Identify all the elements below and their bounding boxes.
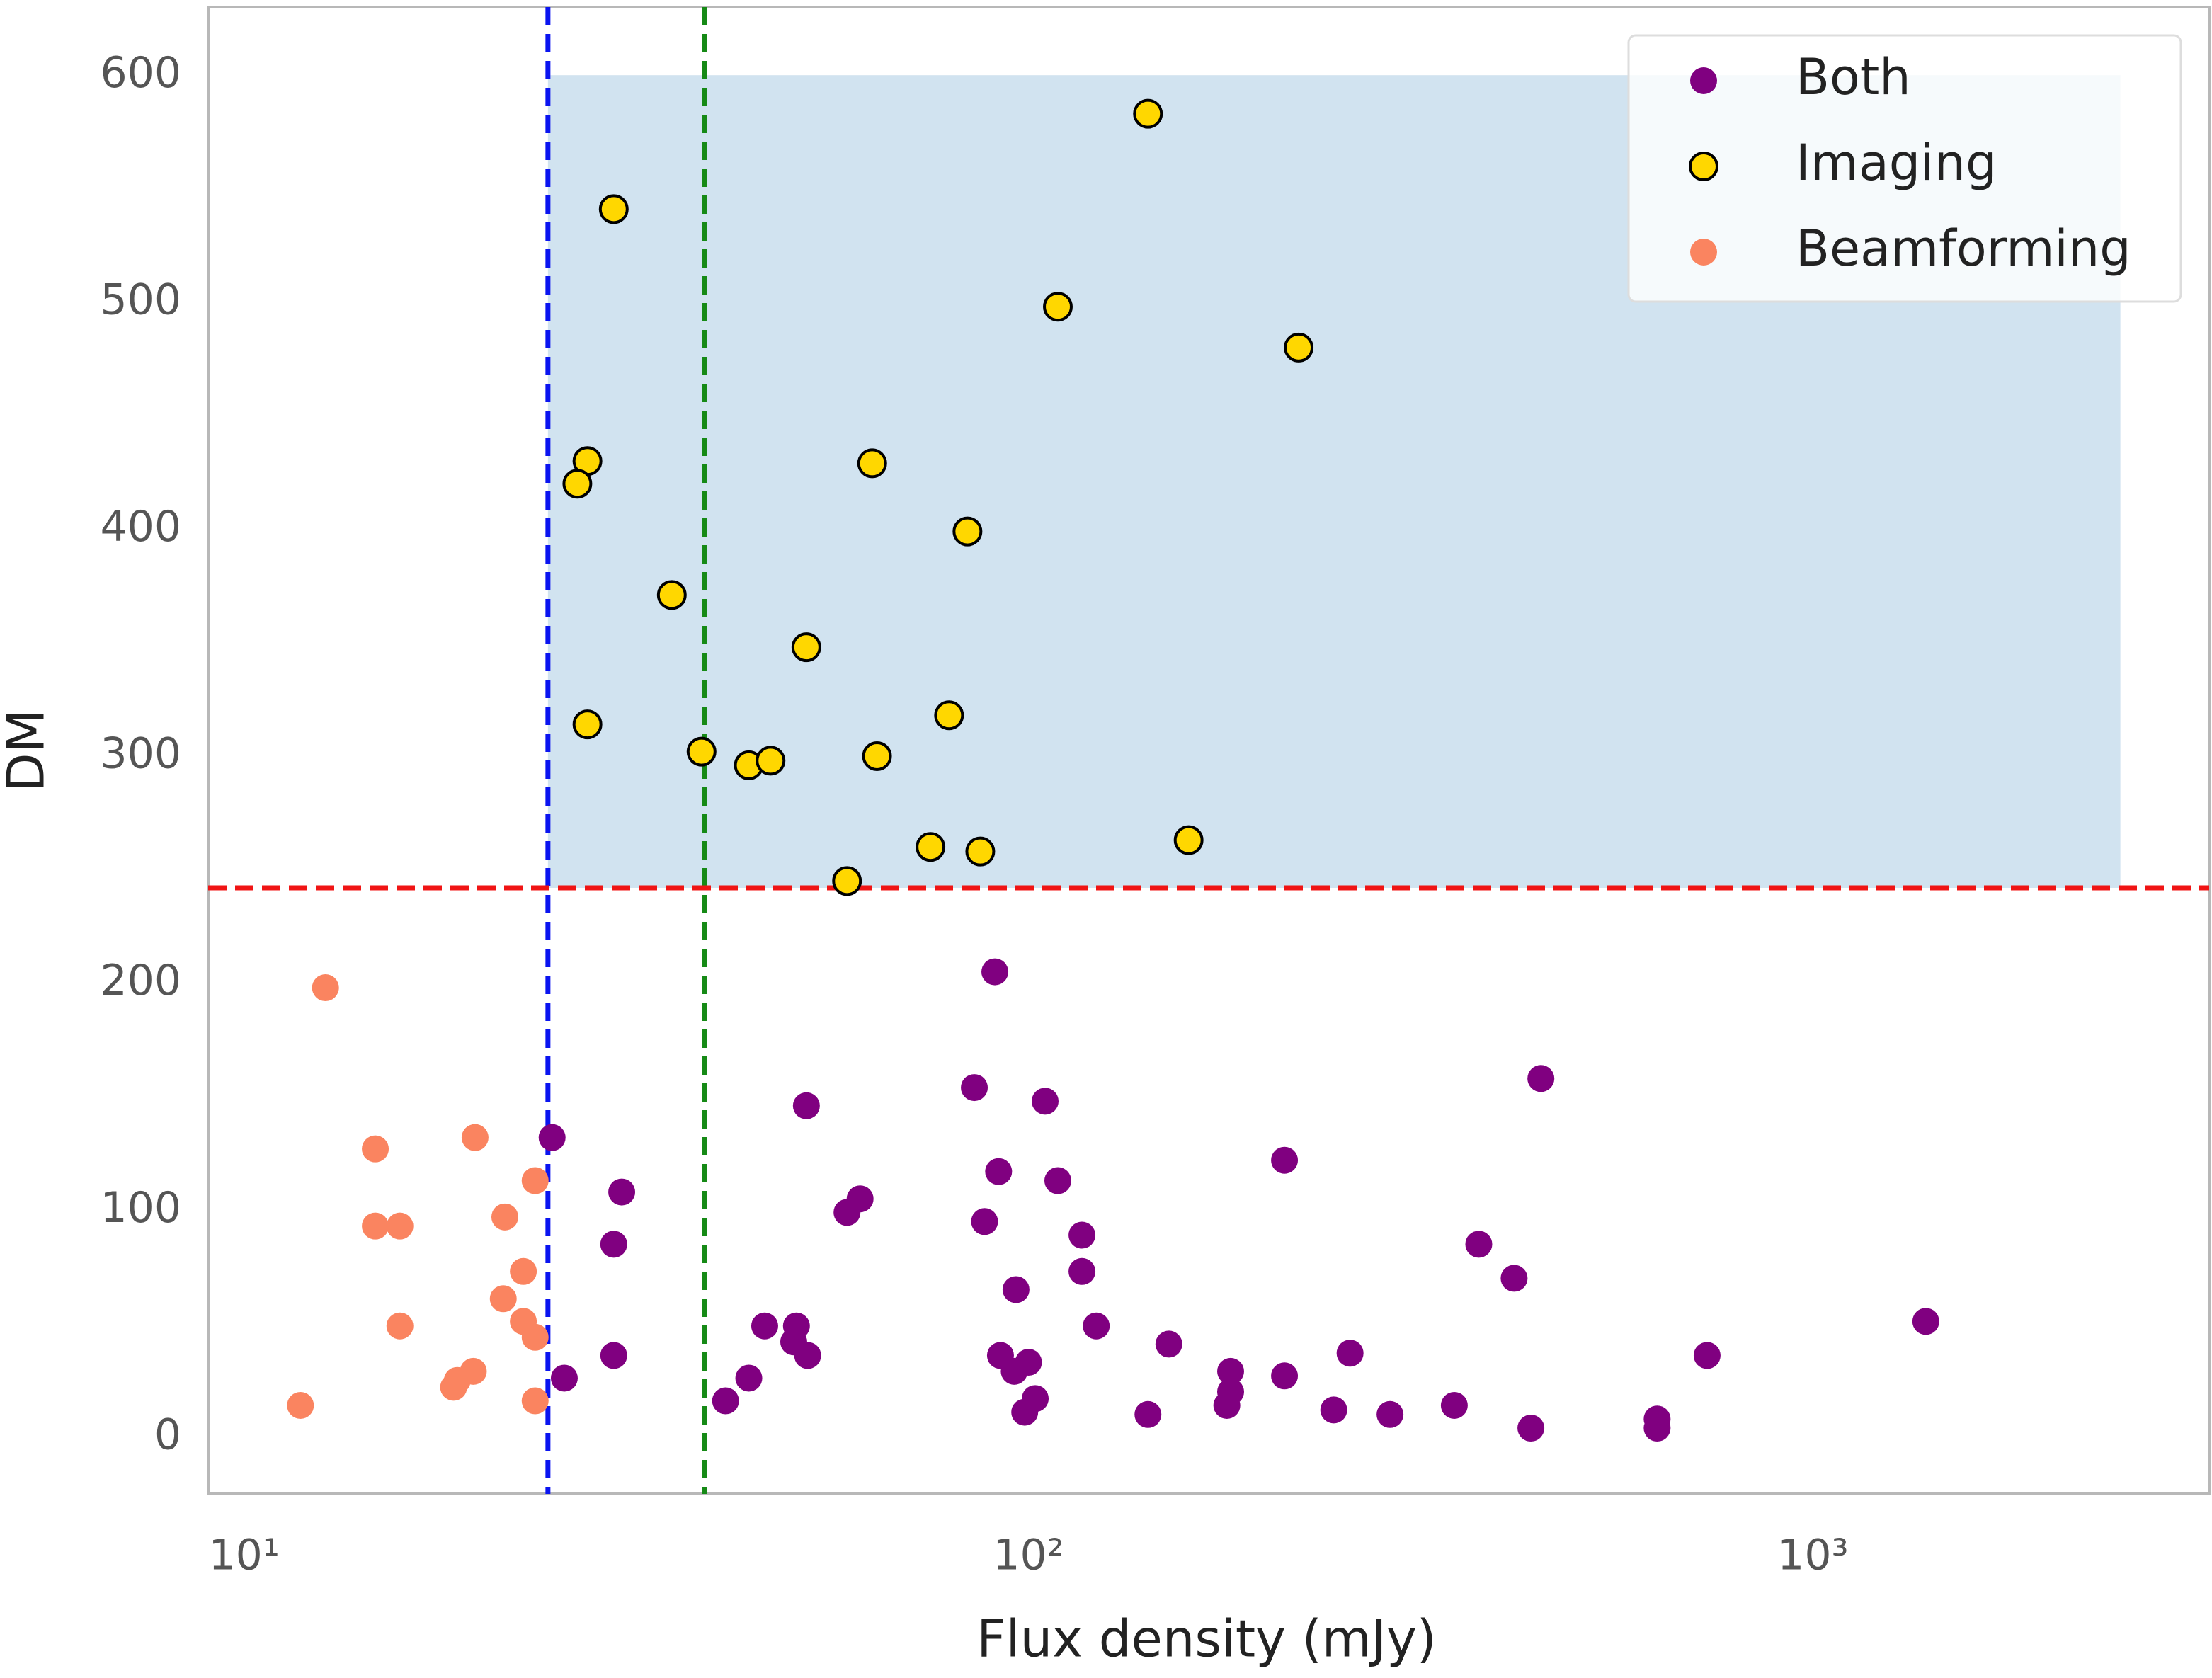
data-point (521, 1323, 549, 1351)
data-point (521, 1167, 549, 1194)
legend: Both Imaging Beamforming (1627, 34, 2182, 303)
data-point (985, 1158, 1013, 1185)
data-point (362, 1135, 389, 1163)
data-point (562, 469, 593, 499)
data-point (1271, 1362, 1299, 1390)
data-point (1068, 1221, 1096, 1249)
data-point (656, 580, 687, 610)
x-axis-label: Flux density (mJy) (976, 1609, 1437, 1669)
y-tick-label: 100 (100, 1183, 181, 1233)
data-point (1173, 825, 1204, 855)
data-point (712, 1387, 739, 1415)
data-point (550, 1364, 578, 1392)
data-point (1527, 1065, 1555, 1092)
data-point (916, 832, 946, 862)
data-point (971, 1208, 998, 1235)
data-point (756, 746, 786, 776)
x-tick-label: 10¹ (208, 1531, 279, 1580)
data-point (1643, 1415, 1671, 1442)
data-point (1155, 1330, 1182, 1358)
x-tick-label: 10³ (1777, 1531, 1848, 1580)
data-point (1032, 1088, 1059, 1115)
data-point (1517, 1415, 1545, 1442)
data-point (1376, 1400, 1404, 1428)
data-point (1002, 1276, 1030, 1303)
data-point (362, 1212, 389, 1240)
y-tick-label: 0 (154, 1410, 181, 1459)
data-point (981, 958, 1009, 986)
legend-marker (1689, 152, 1718, 181)
data-point (461, 1124, 489, 1151)
data-point (686, 736, 717, 767)
data-point (791, 632, 821, 663)
y-tick-label: 300 (100, 729, 181, 779)
data-point (312, 974, 339, 1002)
data-point (832, 866, 862, 896)
legend-label: Both (1796, 48, 1911, 106)
plot-frame (207, 6, 2211, 1495)
data-point (1213, 1391, 1241, 1419)
y-tick-label: 200 (100, 956, 181, 1005)
legend-box (1627, 34, 2182, 303)
data-point (572, 709, 603, 740)
data-point (1465, 1231, 1493, 1258)
data-point (794, 1342, 821, 1369)
data-point (1320, 1396, 1347, 1424)
y-tick-label: 500 (100, 275, 181, 324)
data-point (1042, 292, 1073, 322)
y-tick-label: 600 (100, 48, 181, 98)
data-point (1500, 1265, 1528, 1292)
x-tick-label: 10² (993, 1531, 1064, 1580)
data-point (510, 1257, 537, 1285)
data-point (1134, 1400, 1162, 1428)
data-point (1693, 1342, 1721, 1369)
data-point (1133, 98, 1163, 129)
data-point (792, 1092, 820, 1119)
legend-label: Imaging (1796, 134, 1997, 192)
y-axis-label: DM (0, 709, 56, 792)
data-point (934, 700, 964, 731)
data-point (600, 1342, 627, 1369)
data-point (521, 1387, 549, 1415)
data-point (440, 1374, 467, 1401)
data-point (965, 836, 996, 867)
data-point (751, 1312, 778, 1340)
data-point (1912, 1308, 1939, 1335)
data-point (1284, 332, 1314, 363)
data-point (952, 516, 983, 547)
data-point (1217, 1357, 1244, 1385)
data-point (598, 194, 629, 224)
legend-marker (1690, 67, 1717, 94)
data-point (287, 1391, 314, 1419)
y-tick-label: 400 (100, 502, 181, 552)
data-point (1068, 1257, 1096, 1285)
data-point (600, 1231, 627, 1258)
data-point (1336, 1340, 1364, 1367)
legend-label: Beamforming (1796, 219, 2131, 278)
data-point (1440, 1391, 1468, 1419)
data-point (862, 741, 892, 772)
legend-marker (1690, 239, 1717, 266)
data-point (608, 1178, 636, 1206)
data-point (1000, 1357, 1028, 1385)
data-point (833, 1199, 861, 1226)
data-point (857, 448, 887, 479)
data-point (1011, 1398, 1039, 1426)
data-point (961, 1074, 988, 1102)
data-point (386, 1212, 414, 1240)
data-point (386, 1312, 414, 1340)
data-point (1083, 1312, 1110, 1340)
data-point (489, 1285, 517, 1313)
data-point (1271, 1146, 1299, 1174)
data-point (1044, 1167, 1071, 1194)
data-point (538, 1124, 566, 1151)
data-point (460, 1357, 487, 1385)
data-point (491, 1203, 518, 1231)
data-point (735, 1364, 763, 1392)
